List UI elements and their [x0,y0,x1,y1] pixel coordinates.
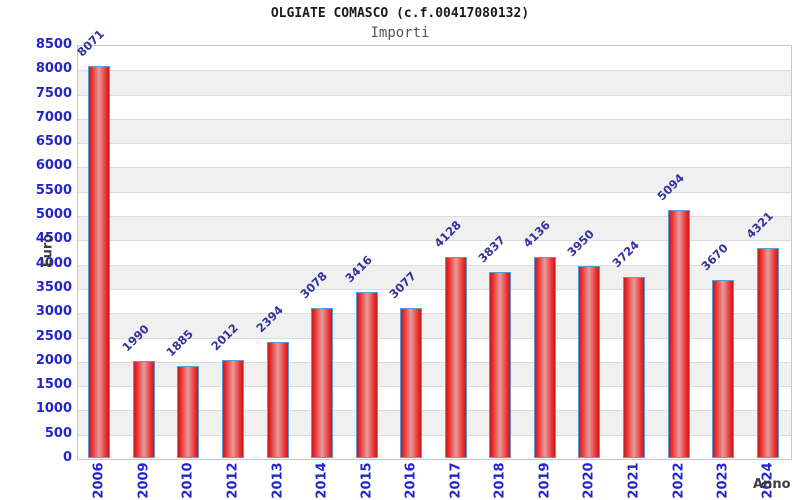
y-tick-label: 5500 [35,182,72,198]
y-tick-label: 2000 [35,352,72,368]
x-tick-label: 2023 [715,462,731,499]
y-tick-label: 3000 [35,304,72,320]
y-tick-label: 500 [44,425,72,441]
x-tick-label: 2006 [91,462,107,499]
plot-band-dark [78,167,791,192]
y-tick-label: 1000 [35,401,72,417]
x-axis-title: Anno [753,477,791,492]
x-tick-label: 2013 [270,462,286,499]
y-axis-title: Euro [40,233,56,268]
plot-band-dark [78,118,791,144]
x-tick-label: 2010 [180,462,196,499]
bar-2006[interactable] [88,65,111,458]
x-tick-label: 2016 [403,462,419,499]
chart-title: OLGIATE COMASCO (c.f.00417080132) [270,6,530,21]
bar-2022[interactable] [667,210,690,458]
bar-2021[interactable] [623,277,646,458]
y-tick-label: 6500 [35,134,72,150]
y-tick-label: 8500 [35,37,72,52]
y-tick-label: 4000 [35,255,72,271]
chart-subtitle: Importi [370,25,430,41]
x-tick-label: 2018 [492,462,508,499]
x-tick-label: 2021 [626,462,642,499]
bar-2024[interactable] [756,248,779,458]
x-tick-label: 2017 [448,462,464,499]
x-tick-label: 2020 [581,462,597,499]
bar-2017[interactable] [444,257,467,458]
y-tick-label: 5000 [35,207,72,223]
plot-band-dark [78,70,791,95]
bar-2009[interactable] [132,361,155,458]
plot-band-light [78,94,791,119]
bar-2015[interactable] [355,292,378,458]
bar-2019[interactable] [533,257,556,458]
bar-2016[interactable] [400,308,423,458]
x-tick-label: 2012 [225,462,241,499]
y-tick-label: 7000 [35,109,72,125]
y-tick-label: 2500 [35,328,72,344]
y-tick-label: 6000 [35,158,72,174]
bar-2023[interactable] [712,279,735,458]
y-tick-label: 8000 [35,61,72,77]
bar-2010[interactable] [177,366,200,458]
bar-2013[interactable] [266,341,289,458]
x-tick-label: 2022 [671,462,687,499]
x-tick-label: 2014 [314,462,330,499]
bar-2014[interactable] [311,308,334,458]
x-tick-label: 2015 [359,462,375,499]
bar-2012[interactable] [221,360,244,458]
y-tick-label: 1500 [35,377,72,393]
y-tick-label: 0 [62,450,72,465]
y-tick-label: 4500 [35,231,72,247]
y-tick-label: 3500 [35,279,72,295]
bar-2020[interactable] [578,266,601,458]
plot-band-light [78,143,791,168]
y-tick-label: 7500 [35,85,72,101]
bar-2018[interactable] [489,271,512,458]
plot-band-light [78,46,791,71]
x-tick-label: 2009 [136,462,152,499]
x-tick-label: 2019 [537,462,553,499]
